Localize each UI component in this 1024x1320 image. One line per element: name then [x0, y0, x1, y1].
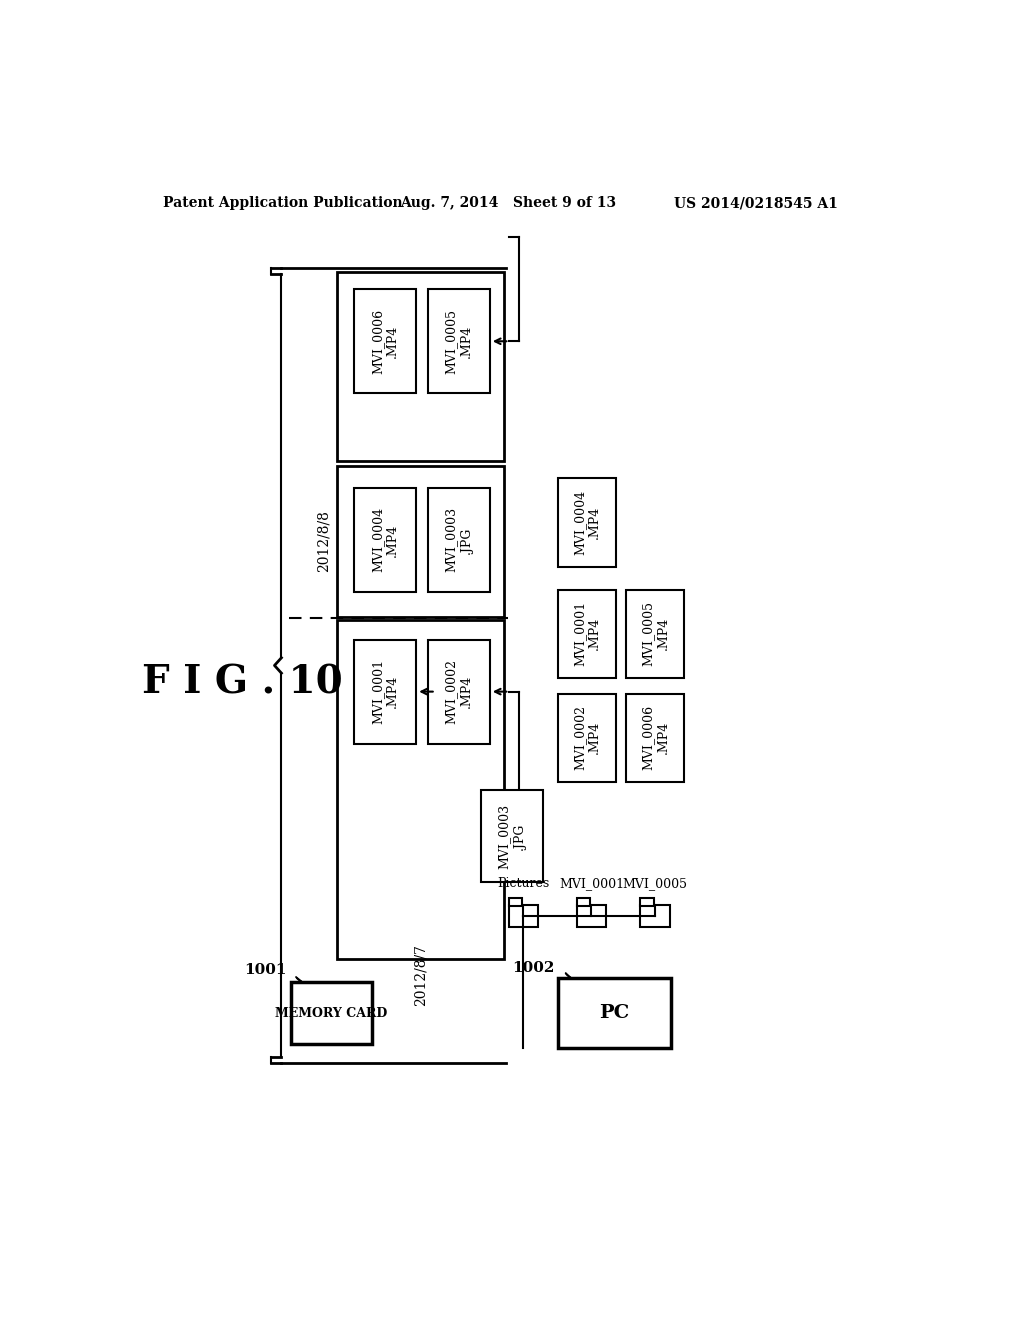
- Text: MVI_0003
.JPG: MVI_0003 .JPG: [444, 507, 473, 573]
- Text: PC: PC: [599, 1005, 630, 1022]
- Text: MVI_0005
.MP4: MVI_0005 .MP4: [444, 309, 473, 374]
- Text: 1002: 1002: [512, 961, 554, 974]
- Text: MVI_0003
.JPG: MVI_0003 .JPG: [498, 804, 525, 869]
- Text: Pictures: Pictures: [497, 876, 549, 890]
- Bar: [558, 478, 616, 566]
- Bar: [354, 640, 417, 743]
- Text: MVI_0006
.MP4: MVI_0006 .MP4: [641, 705, 670, 771]
- Text: MVI_0001
.MP4: MVI_0001 .MP4: [573, 602, 601, 667]
- Text: MVI_0002
.MP4: MVI_0002 .MP4: [444, 659, 473, 725]
- Bar: [558, 590, 616, 678]
- Text: 1001: 1001: [245, 964, 287, 977]
- Text: MVI_0001: MVI_0001: [559, 876, 624, 890]
- Bar: [640, 898, 653, 906]
- Bar: [480, 789, 543, 882]
- Bar: [337, 466, 504, 616]
- Text: MVI_0001
.MP4: MVI_0001 .MP4: [372, 659, 399, 725]
- Bar: [428, 488, 489, 591]
- Text: MVI_0002
.MP4: MVI_0002 .MP4: [573, 705, 601, 771]
- Bar: [337, 272, 504, 461]
- Bar: [337, 620, 504, 960]
- Bar: [627, 693, 684, 781]
- Bar: [428, 289, 489, 393]
- Text: MVI_0005: MVI_0005: [623, 876, 687, 890]
- Text: MEMORY CARD: MEMORY CARD: [275, 1007, 387, 1019]
- Bar: [509, 906, 538, 927]
- Text: Aug. 7, 2014   Sheet 9 of 13: Aug. 7, 2014 Sheet 9 of 13: [399, 197, 615, 210]
- Bar: [558, 978, 671, 1048]
- Text: 2012/8/7: 2012/8/7: [414, 944, 428, 1006]
- Bar: [354, 488, 417, 591]
- Bar: [640, 906, 670, 927]
- Text: MVI_0006
.MP4: MVI_0006 .MP4: [372, 309, 399, 374]
- Text: MVI_0004
.MP4: MVI_0004 .MP4: [573, 490, 601, 554]
- Text: US 2014/0218545 A1: US 2014/0218545 A1: [674, 197, 838, 210]
- Text: F I G . 10: F I G . 10: [142, 663, 343, 701]
- Text: MVI_0004
.MP4: MVI_0004 .MP4: [372, 507, 399, 573]
- Bar: [577, 906, 606, 927]
- Text: 2012/8/8: 2012/8/8: [316, 511, 331, 573]
- Bar: [428, 640, 489, 743]
- Bar: [291, 982, 372, 1044]
- Bar: [558, 693, 616, 781]
- Text: MVI_0005
.MP4: MVI_0005 .MP4: [641, 602, 670, 667]
- Bar: [577, 898, 590, 906]
- Bar: [627, 590, 684, 678]
- Text: Patent Application Publication: Patent Application Publication: [163, 197, 402, 210]
- Bar: [509, 898, 522, 906]
- Bar: [354, 289, 417, 393]
